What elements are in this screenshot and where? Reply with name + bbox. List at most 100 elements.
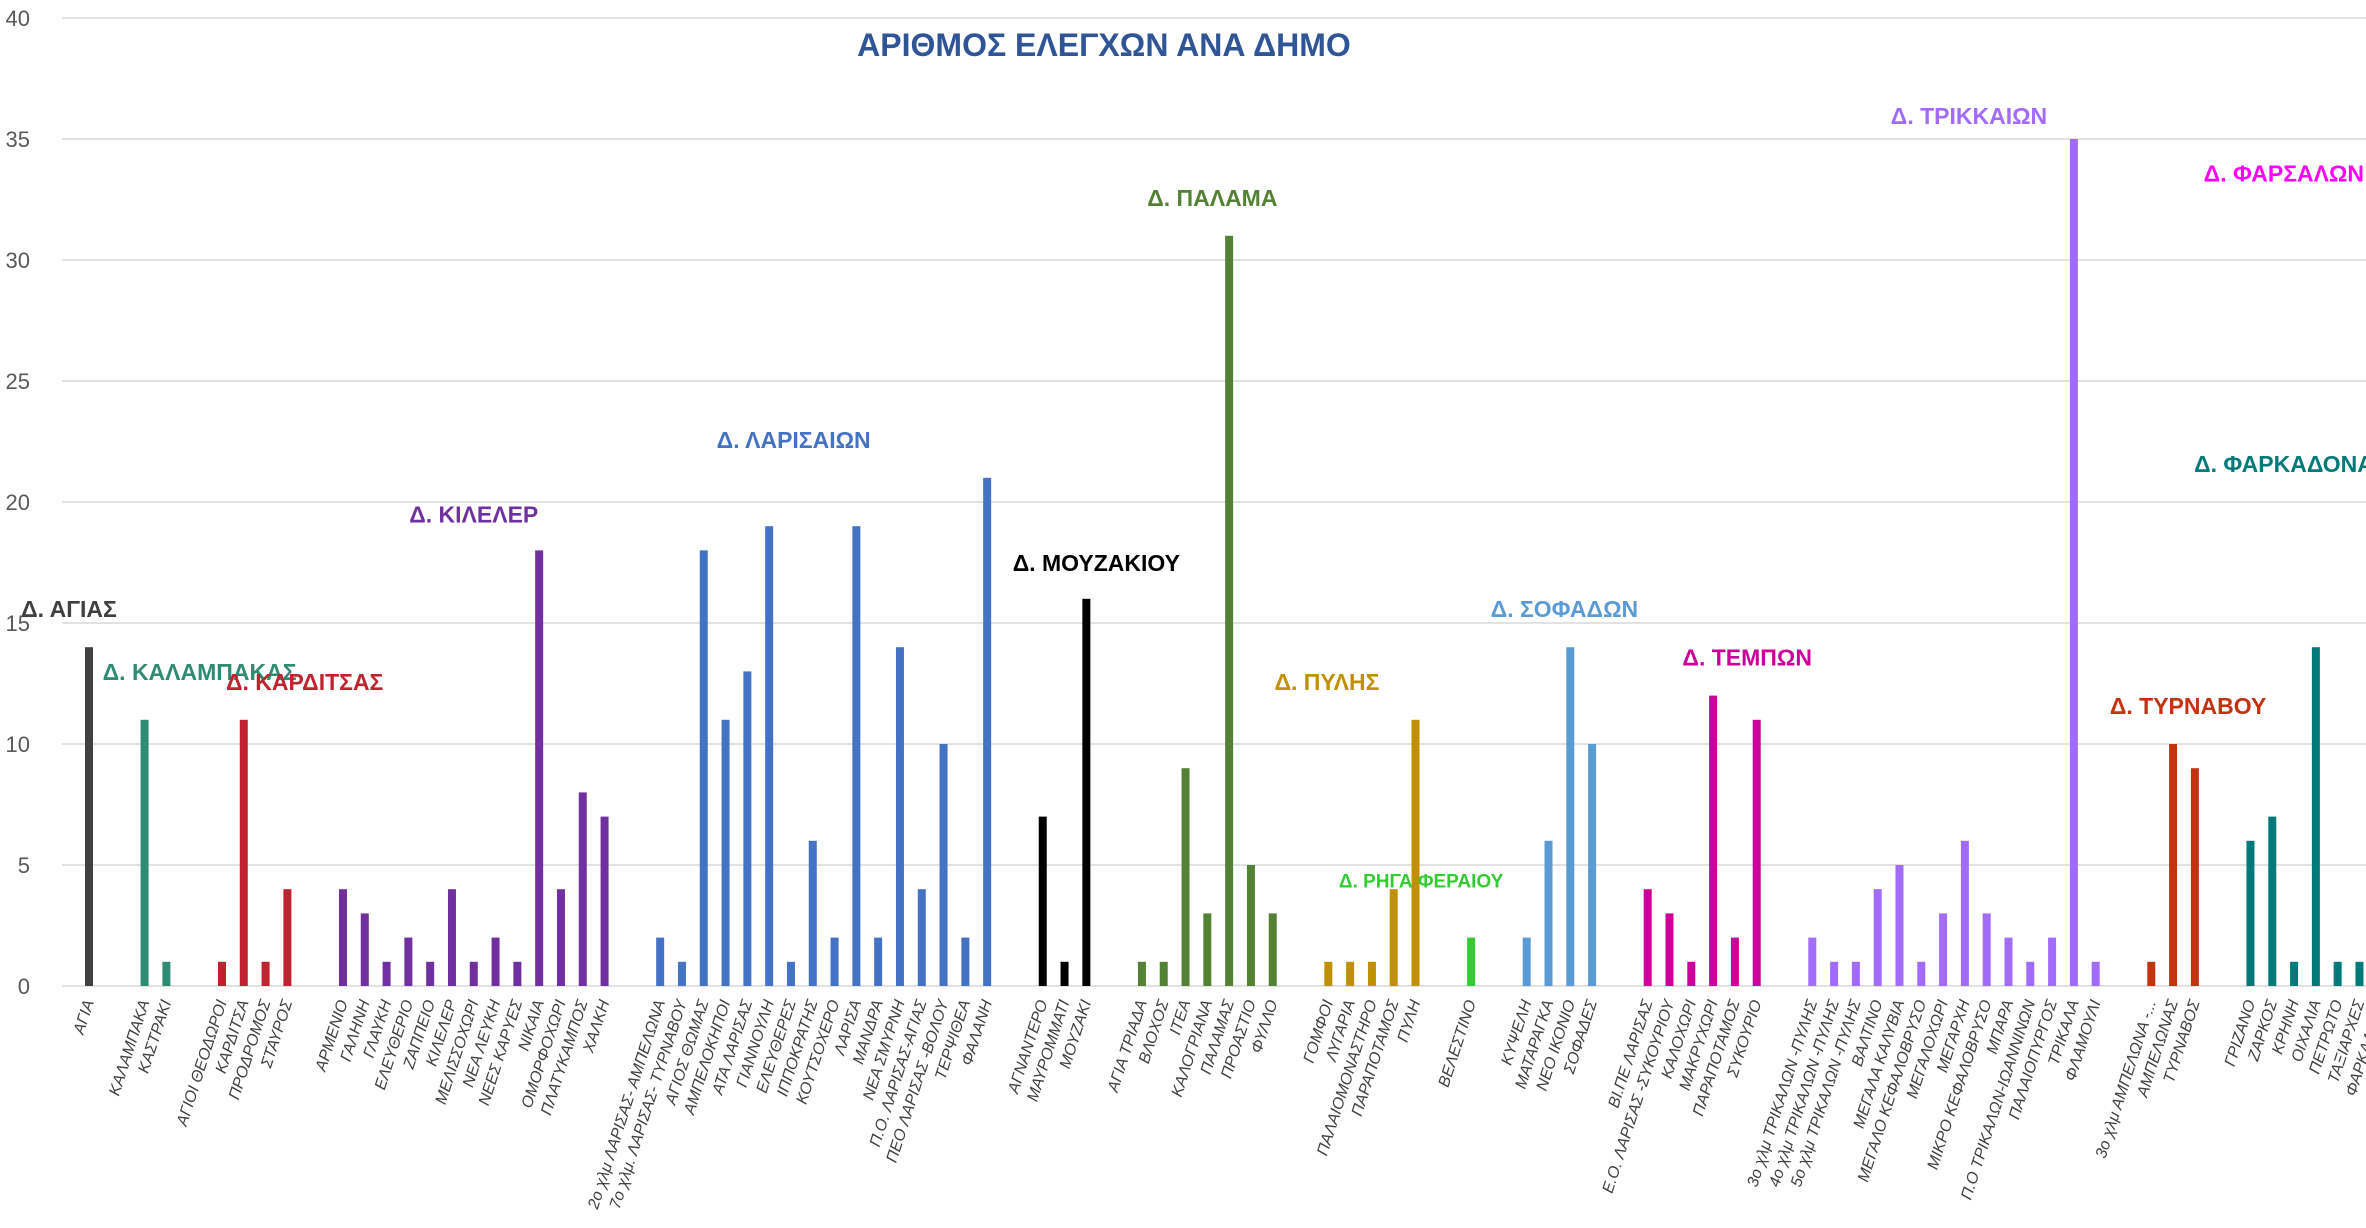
bar: [1566, 647, 1575, 986]
bar: [1268, 913, 1277, 986]
bar: [261, 961, 270, 986]
bar: [1917, 961, 1926, 986]
bar: [1752, 719, 1761, 986]
bar: [1939, 913, 1948, 986]
bar: [1082, 598, 1091, 986]
group-label: Δ. ΛΑΡΙΣΑΙΩΝ: [717, 427, 871, 453]
bar: [1709, 695, 1718, 986]
bar: [1643, 889, 1652, 986]
y-tick-label: 20: [6, 490, 30, 515]
y-tick-label: 35: [6, 127, 30, 152]
bar: [1982, 913, 1991, 986]
bar: [1730, 937, 1739, 986]
y-axis-ticks: 0 5 10 15 20 25 30 35 40: [6, 6, 30, 999]
bar: [2311, 647, 2320, 986]
group-label: Δ. ΦΑΡΣΑΛΩΝ: [2204, 161, 2364, 187]
y-tick-label: 15: [6, 611, 30, 636]
bar: [1588, 744, 1597, 986]
bar: [535, 550, 544, 986]
bar: [1960, 840, 1969, 986]
group-label: Δ. ΠΑΛΑΜΑ: [1147, 185, 1277, 211]
x-tick-label: ΑΓΙΑ: [71, 998, 98, 1037]
bar: [786, 961, 795, 986]
bar: [1389, 889, 1398, 986]
group-label: Δ. ΚΑΛΑΜΠΑΚΑΣ: [103, 659, 297, 685]
bar: [1687, 961, 1696, 986]
bar: [2190, 768, 2199, 986]
bar: [2091, 961, 2100, 986]
y-tick-label: 10: [6, 732, 30, 757]
bar: [1225, 235, 1234, 987]
chart-title: ΑΡΙΘΜΟΣ ΕΛΕΓΧΩΝ ΑΝΑ ΔΗΜΟ: [857, 27, 1351, 63]
group-label: Δ. ΡΗΓΑ ΦΕΡΑΙΟΥ: [1339, 872, 1504, 893]
bar: [578, 792, 587, 986]
bar: [1411, 719, 1420, 986]
bar: [2026, 961, 2035, 986]
bar: [1467, 937, 1476, 986]
bar: [939, 744, 948, 986]
bar: [983, 477, 992, 986]
bar: [1038, 816, 1047, 986]
bar: [1181, 768, 1190, 986]
bar: [2268, 816, 2277, 986]
bar: [1346, 961, 1355, 986]
x-tick-label: ΒΕΛΕΣΤΙΝΟ: [1436, 998, 1480, 1089]
group-label: Δ. ΚΑΡΔΙΤΣΑΣ: [226, 669, 384, 695]
bar: [382, 961, 391, 986]
bar: [1137, 961, 1146, 986]
bar: [961, 937, 970, 986]
bar: [360, 913, 369, 986]
bar: [874, 937, 883, 986]
bar: [2147, 961, 2156, 986]
bar: [1544, 840, 1553, 986]
bar: [404, 937, 413, 986]
bar: [1324, 961, 1333, 986]
grid: [62, 17, 2366, 987]
group-label: Δ. ΚΙΛΕΛΕΡ: [409, 501, 538, 527]
bar: [656, 937, 665, 986]
bar: [338, 889, 347, 986]
y-tick-label: 30: [6, 248, 30, 273]
bar: [239, 719, 248, 986]
bar: [217, 961, 226, 986]
bar: [2169, 744, 2178, 986]
bar: [1159, 961, 1168, 986]
bar: [1851, 961, 1860, 986]
bar: [2355, 961, 2364, 986]
bar: [1060, 961, 1069, 986]
group-label: Δ. ΠΥΛΗΣ: [1274, 669, 1379, 695]
bars: [85, 139, 2364, 987]
bar: [162, 961, 171, 986]
bar: [852, 526, 861, 986]
group-label: Δ. ΦΑΡΚΑΔΟΝΑΣ: [2194, 451, 2366, 477]
y-tick-label: 25: [6, 369, 30, 394]
bar: [2290, 961, 2299, 986]
bar: [917, 889, 926, 986]
bar: [677, 961, 686, 986]
bar: [1808, 937, 1817, 986]
group-label: Δ. ΤΡΙΚΚΑΙΩΝ: [1891, 103, 2047, 129]
bar: [1895, 865, 1904, 986]
bar: [721, 719, 730, 986]
bar: [699, 550, 708, 986]
y-tick-label: 40: [6, 6, 30, 31]
bar: [830, 937, 839, 986]
bar: [426, 961, 435, 986]
bar: [600, 816, 609, 986]
bar: [140, 719, 149, 986]
bar: [1367, 961, 1376, 986]
bar: [491, 937, 500, 986]
bar: [895, 647, 904, 986]
bar: [556, 889, 565, 986]
y-tick-label: 5: [18, 853, 30, 878]
bar: [447, 889, 456, 986]
bar: [513, 961, 522, 986]
group-label: Δ. ΤΕΜΠΩΝ: [1682, 645, 1812, 671]
bar: [1665, 913, 1674, 986]
bar: [765, 526, 774, 986]
bar: [2246, 840, 2255, 986]
bar: [1522, 937, 1531, 986]
